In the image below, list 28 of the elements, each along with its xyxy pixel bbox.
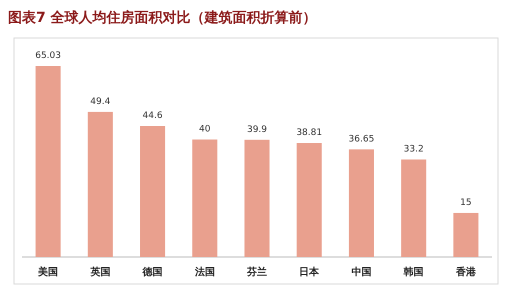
bar	[453, 212, 478, 257]
data-label: 33.2	[404, 144, 424, 154]
x-tick-label: 德国	[142, 266, 163, 278]
x-tick-label: 法国	[194, 266, 215, 278]
x-tick-label: 香港	[454, 266, 477, 278]
x-tick-label: 美国	[37, 266, 58, 278]
x-tick-label: 中国	[351, 266, 372, 278]
data-label: 38.81	[296, 128, 322, 138]
chart-title: 图表7 全球人均住房面积对比（建筑面积折算前）	[8, 9, 317, 26]
x-tick-label: 芬兰	[246, 266, 267, 278]
data-label: 36.65	[348, 134, 374, 144]
bar	[88, 112, 113, 257]
x-tick-label: 英国	[89, 266, 110, 278]
bar	[192, 140, 218, 257]
data-label: 39.9	[246, 124, 268, 135]
bar	[36, 66, 61, 257]
bar	[140, 126, 166, 257]
bar	[244, 140, 270, 257]
bar	[348, 149, 374, 257]
bar	[296, 143, 322, 257]
bar	[401, 159, 426, 257]
data-label: 65.03	[35, 51, 61, 61]
data-label: 44.6	[142, 111, 163, 122]
data-label: 49.4	[90, 96, 111, 107]
x-tick-label: 韩国	[402, 266, 424, 278]
x-tick-label: 日本	[299, 266, 320, 278]
data-label: 15	[460, 198, 472, 208]
data-label: 40	[199, 124, 211, 135]
